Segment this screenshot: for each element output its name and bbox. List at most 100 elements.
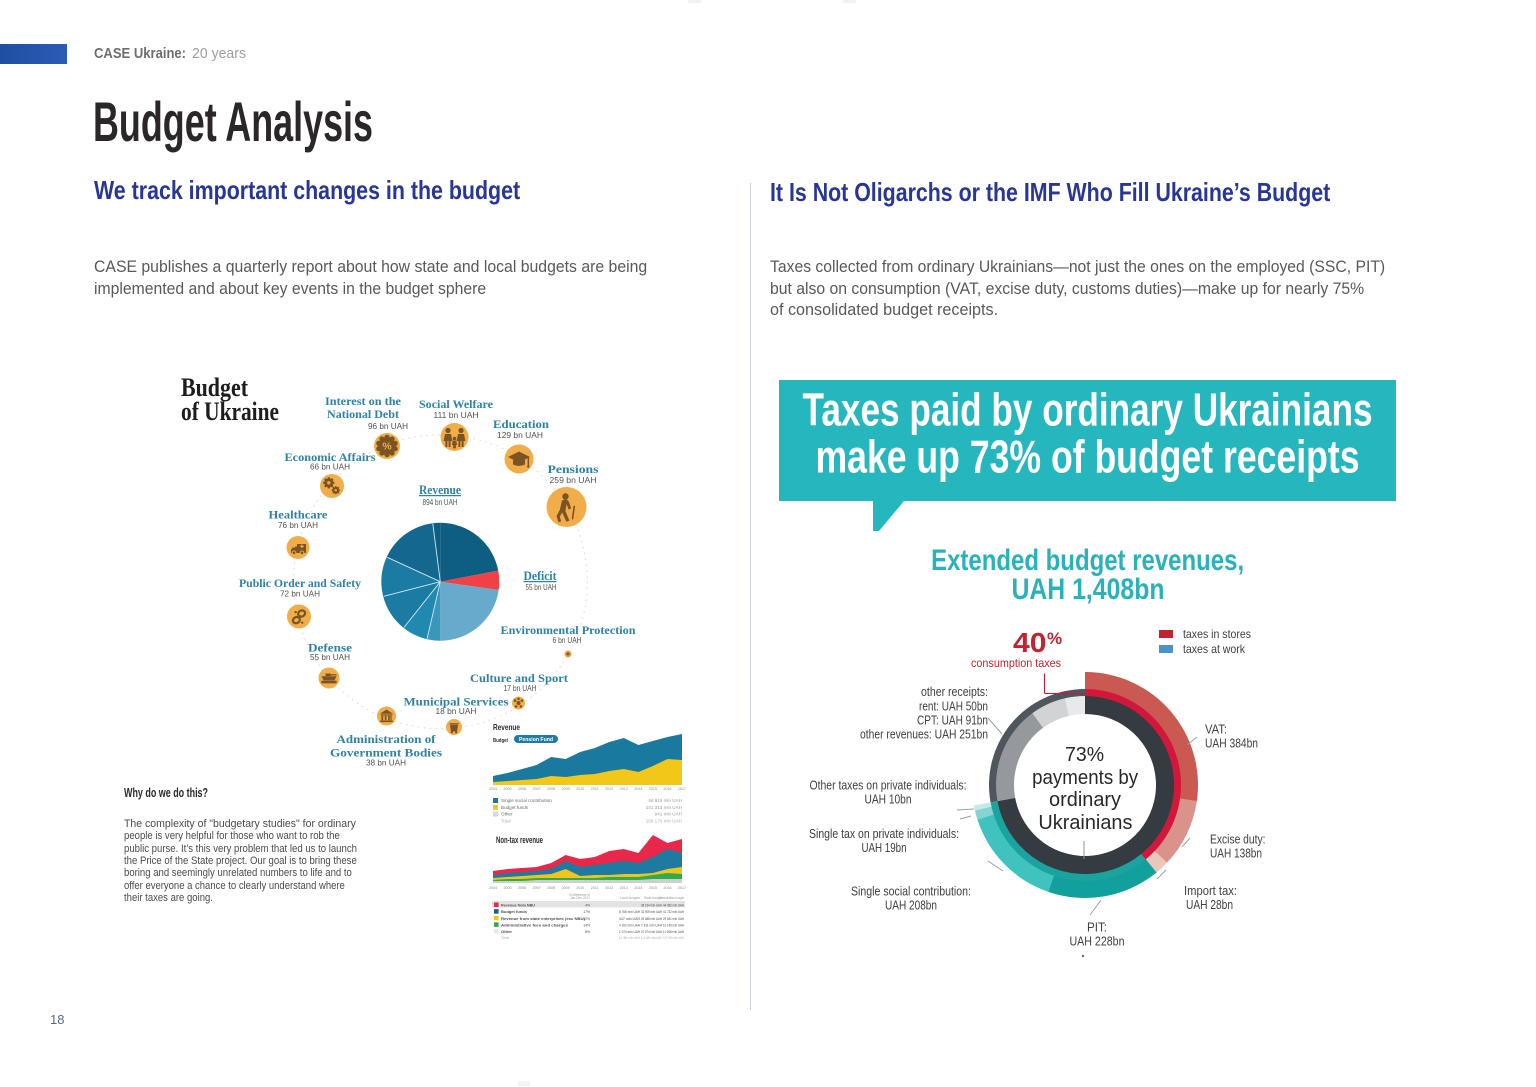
svg-text:Municipal Services: Municipal Services xyxy=(404,697,510,709)
svg-text:14 381 mln UAH: 14 381 mln UAH xyxy=(619,936,640,940)
svg-text:17%: 17% xyxy=(583,910,590,914)
svg-text:Administration of: Administration of xyxy=(337,734,436,746)
svg-text:make up 73% of budget receipts: make up 73% of budget receipts xyxy=(816,431,1360,483)
svg-text:17 bn UAH: 17 bn UAH xyxy=(504,684,537,693)
svg-text:Other: Other xyxy=(501,812,513,817)
svg-text:2016: 2016 xyxy=(664,787,672,791)
svg-text:2004: 2004 xyxy=(489,787,497,791)
svg-text:Non-tax revenue: Non-tax revenue xyxy=(496,835,543,845)
svg-text:2014: 2014 xyxy=(634,787,642,791)
svg-text:Environmental Protection: Environmental Protection xyxy=(501,625,637,637)
svg-text:Total: Total xyxy=(501,936,509,940)
svg-text:129 bn UAH: 129 bn UAH xyxy=(497,431,543,440)
svg-text:141 313 mln UAH: 141 313 mln UAH xyxy=(646,805,682,810)
svg-text:Import tax:: Import tax: xyxy=(1184,884,1237,898)
svg-text:2008: 2008 xyxy=(547,787,555,791)
svg-text:of Ukraine: of Ukraine xyxy=(181,397,279,426)
svg-text:189 170 mln UAH: 189 170 mln UAH xyxy=(646,818,682,823)
svg-text:Pension Fund: Pension Fund xyxy=(519,737,553,743)
svg-text:2007: 2007 xyxy=(533,787,541,791)
svg-text:Pensions: Pensions xyxy=(548,464,600,476)
svg-text:137 949 mln UAH: 137 949 mln UAH xyxy=(663,936,684,940)
svg-text:76 bn UAH: 76 bn UAH xyxy=(278,521,318,530)
svg-text:Budget funds: Budget funds xyxy=(501,910,527,914)
svg-text:46 916 mln UAH: 46 916 mln UAH xyxy=(648,798,682,803)
svg-text:State budget: State budget xyxy=(644,896,662,900)
svg-text:1 074 mln UAH: 1 074 mln UAH xyxy=(619,930,640,934)
svg-text:Education: Education xyxy=(493,419,550,431)
svg-text:VAT:: VAT: xyxy=(1205,723,1227,737)
svg-text:18 bn UAH: 18 bn UAH xyxy=(436,707,477,716)
svg-text:14%: 14% xyxy=(583,923,590,927)
svg-text:Revenue from NBU: Revenue from NBU xyxy=(501,904,535,908)
svg-text:2013: 2013 xyxy=(620,787,628,791)
svg-text:Revenue from state enterprises: Revenue from state enterprises (exc NBU) xyxy=(501,917,586,921)
svg-text:rent: UAH 50bn: rent: UAH 50bn xyxy=(919,700,988,714)
svg-text:72 bn UAH: 72 bn UAH xyxy=(280,590,320,599)
svg-text:12%: 12% xyxy=(583,917,590,921)
svg-text:Consolidated budget: Consolidated budget xyxy=(659,896,684,900)
svg-text:25 668 mln UAH: 25 668 mln UAH xyxy=(641,917,662,921)
svg-text:2006: 2006 xyxy=(518,787,526,791)
svg-text:% difference of: % difference of xyxy=(569,893,590,897)
svg-text:Other taxes on private individ: Other taxes on private individuals: xyxy=(810,779,967,793)
svg-text:Revenue: Revenue xyxy=(493,723,520,732)
svg-text:Single social contribution: Single social contribution xyxy=(501,798,552,803)
svg-text:96 bn UAH: 96 bn UAH xyxy=(368,422,408,431)
svg-text:2004: 2004 xyxy=(489,886,497,890)
svg-text:PIT:: PIT: xyxy=(1087,921,1107,935)
svg-text:11 948 mln UAH: 11 948 mln UAH xyxy=(663,930,684,934)
svg-text:2010: 2010 xyxy=(576,886,584,890)
svg-text:Social Welfare: Social Welfare xyxy=(419,399,493,411)
svg-text:Taxes paid by ordinary Ukraini: Taxes paid by ordinary Ukrainians xyxy=(803,384,1373,436)
svg-text:55 bn UAH: 55 bn UAH xyxy=(310,653,350,662)
svg-text:41 732 mln UAH: 41 732 mln UAH xyxy=(663,910,684,914)
svg-text:Single tax on private individu: Single tax on private individuals: xyxy=(809,827,959,841)
svg-text:Interest on the: Interest on the xyxy=(325,396,401,408)
svg-text:2014: 2014 xyxy=(634,886,642,890)
svg-text:Other: Other xyxy=(501,930,513,934)
svg-text:259 bn UAH: 259 bn UAH xyxy=(550,476,597,485)
svg-text:CPT: UAH 91bn: CPT: UAH 91bn xyxy=(917,714,988,728)
svg-text:894 bn UAH: 894 bn UAH xyxy=(423,498,458,507)
svg-text:8 766 mln UAH: 8 766 mln UAH xyxy=(619,910,640,914)
svg-text:2008: 2008 xyxy=(547,886,555,890)
svg-text:2017: 2017 xyxy=(678,886,686,890)
svg-text:other receipts:: other receipts: xyxy=(921,685,988,699)
svg-text:2010: 2010 xyxy=(576,787,584,791)
svg-text:UAH 208bn: UAH 208bn xyxy=(885,899,937,913)
svg-text:Single social contribution:: Single social contribution: xyxy=(851,885,971,899)
svg-text:2016: 2016 xyxy=(664,886,672,890)
svg-text:6 bn UAH: 6 bn UAH xyxy=(553,636,582,645)
svg-text:UAH 28bn: UAH 28bn xyxy=(1186,898,1233,912)
svg-text:32 909 mln UAH: 32 909 mln UAH xyxy=(641,910,662,914)
svg-text:Deficit: Deficit xyxy=(524,569,557,583)
svg-text:2017: 2017 xyxy=(678,787,686,791)
svg-text:Culture and Sport: Culture and Sport xyxy=(470,673,568,685)
svg-text:Jan-Dec 2017: Jan-Dec 2017 xyxy=(570,896,590,900)
svg-text:Budget: Budget xyxy=(493,738,508,744)
svg-text:38 164 mln UAH: 38 164 mln UAH xyxy=(641,904,662,908)
svg-text:55 bn UAH: 55 bn UAH xyxy=(526,583,557,592)
svg-text:2013: 2013 xyxy=(620,886,628,890)
svg-text:UAH 10bn: UAH 10bn xyxy=(865,793,912,807)
svg-text:UAH 19bn: UAH 19bn xyxy=(862,841,907,855)
svg-text:2009: 2009 xyxy=(562,886,570,890)
svg-text:2009: 2009 xyxy=(562,787,570,791)
svg-text:2005: 2005 xyxy=(504,886,512,890)
svg-text:2011: 2011 xyxy=(591,886,599,890)
svg-text:2012: 2012 xyxy=(605,787,613,791)
svg-text:Total: Total xyxy=(501,818,511,823)
svg-text:Excise duty:: Excise duty: xyxy=(1210,833,1266,847)
svg-text:941 mln UAH: 941 mln UAH xyxy=(655,812,682,817)
svg-text:4%: 4% xyxy=(585,904,590,908)
svg-text:2015: 2015 xyxy=(649,787,657,791)
svg-text:Healthcare: Healthcare xyxy=(269,510,328,522)
svg-text:Budget: Budget xyxy=(181,373,248,402)
svg-text:Revenue: Revenue xyxy=(419,483,462,497)
svg-text:44 382 mln UAH: 44 382 mln UAH xyxy=(663,904,684,908)
svg-text:2015: 2015 xyxy=(649,886,657,890)
svg-text:2005: 2005 xyxy=(504,787,512,791)
svg-text:10 074 mln UAH: 10 074 mln UAH xyxy=(641,930,662,934)
svg-text:Economic Affairs: Economic Affairs xyxy=(285,452,377,464)
